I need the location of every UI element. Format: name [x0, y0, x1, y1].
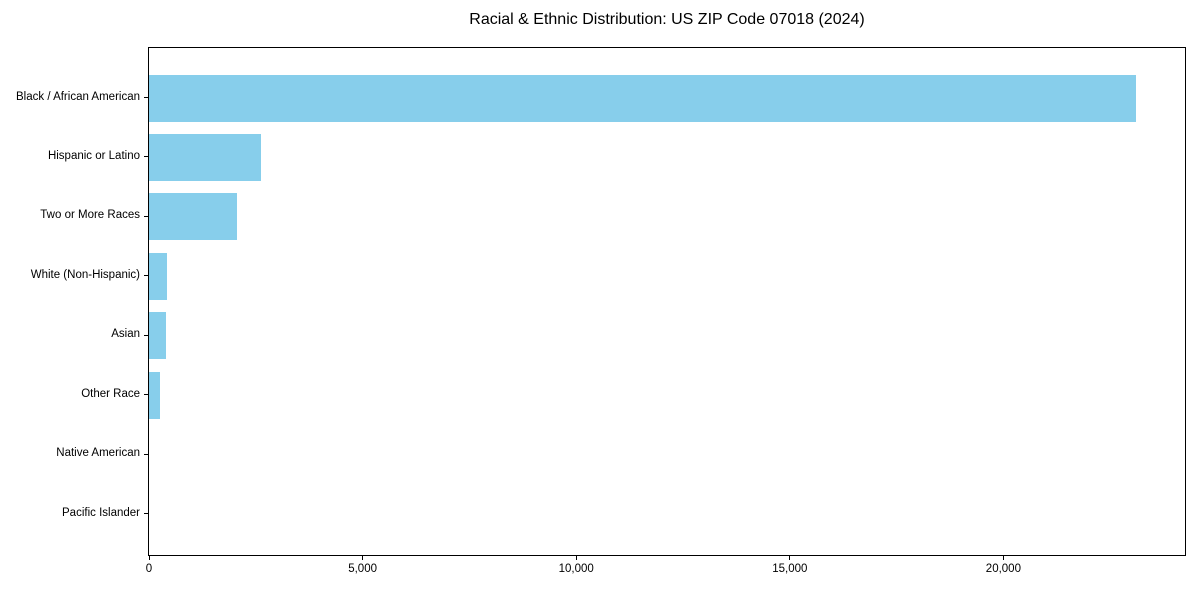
y-tick-mark — [144, 97, 148, 98]
x-tick-label: 15,000 — [772, 563, 808, 575]
x-tick-mark — [575, 556, 577, 560]
y-tick-label: Pacific Islander — [62, 506, 140, 519]
x-tick-mark — [1002, 556, 1004, 560]
x-tick-mark — [789, 556, 791, 560]
bar — [149, 312, 167, 360]
y-tick-label: Other Race — [81, 387, 140, 400]
y-tick-label: Asian — [111, 328, 140, 341]
bar — [149, 133, 261, 181]
y-tick-label: Black / African American — [16, 90, 140, 103]
y-tick-label: Native American — [56, 447, 140, 460]
x-tick-mark — [148, 556, 150, 560]
bar — [149, 193, 237, 241]
y-tick-mark — [144, 156, 148, 158]
y-tick-label: White (Non-Hispanic) — [30, 268, 140, 281]
x-tick-label: 0 — [145, 563, 153, 575]
chart-title: Racial & Ethnic Distribution: US ZIP Cod… — [469, 11, 865, 28]
plot-area — [148, 47, 1186, 556]
x-tick-label: 20,000 — [985, 563, 1021, 575]
bar — [149, 74, 1136, 122]
y-tick-mark — [144, 215, 148, 217]
x-tick-label: 5,000 — [348, 563, 377, 575]
y-tick-mark — [144, 453, 148, 455]
x-tick-label: 10,000 — [558, 563, 594, 575]
y-tick-label: Two or More Races — [40, 209, 140, 222]
y-tick-mark — [144, 334, 148, 336]
y-tick-mark — [144, 513, 148, 514]
y-tick-mark — [144, 394, 148, 396]
y-tick-mark — [144, 275, 148, 277]
bar — [149, 252, 168, 300]
bar — [149, 371, 160, 419]
y-tick-label: Hispanic or Latino — [47, 149, 140, 162]
x-tick-mark — [362, 556, 364, 560]
